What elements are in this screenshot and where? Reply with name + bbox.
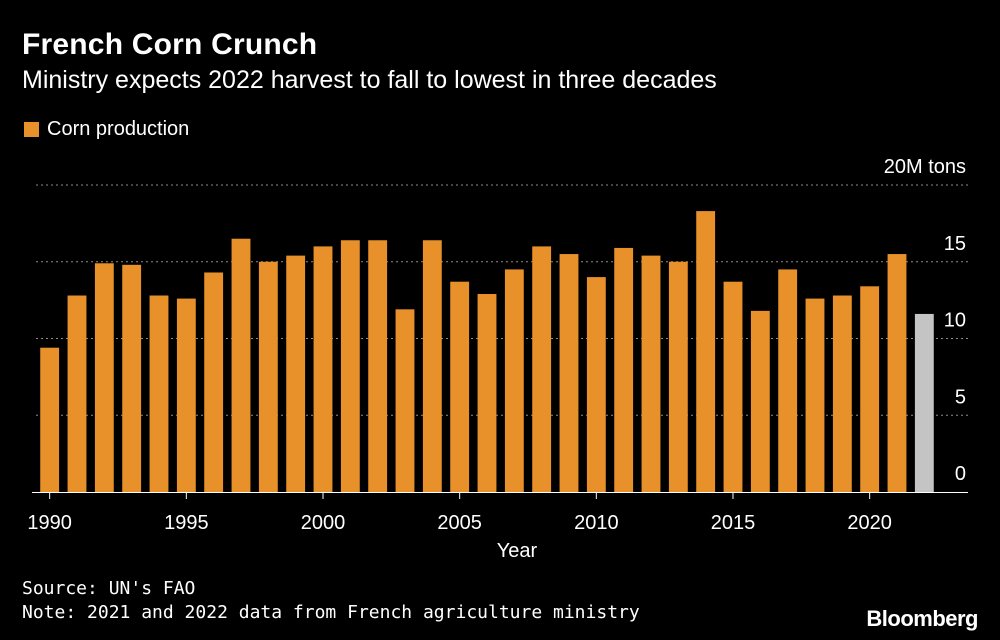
bar-1994 (149, 295, 169, 492)
note-text: Note: 2021 and 2022 data from French agr… (22, 602, 640, 623)
x-tick-label: 2020 (847, 512, 892, 534)
chart-legend: Corn production (24, 118, 189, 141)
bar-2013 (668, 261, 688, 492)
bar-2012 (641, 255, 661, 492)
bar-2020 (860, 286, 880, 492)
x-tick-label: 1990 (27, 512, 72, 534)
legend-swatch (24, 122, 39, 137)
y-tick-label: 5 (955, 386, 966, 408)
y-tick-label: 10 (944, 310, 966, 332)
bar-1996 (204, 272, 224, 492)
bar-2010 (586, 277, 606, 492)
bar-1993 (122, 264, 142, 492)
bar-2008 (532, 246, 552, 492)
bar-2018 (805, 298, 825, 492)
bar-2002 (368, 240, 388, 492)
source-text: Source: UN's FAO (22, 578, 196, 599)
bar-2021 (887, 254, 907, 492)
bar-2011 (614, 247, 634, 492)
bloomberg-logo: Bloomberg (866, 606, 978, 631)
bar-1998 (258, 261, 278, 492)
bar-2014 (696, 211, 716, 492)
chart-subtitle: Ministry expects 2022 harvest to fall to… (22, 66, 717, 94)
bar-2007 (504, 269, 524, 492)
chart-title: French Corn Crunch (22, 28, 318, 61)
bar-2016 (750, 310, 770, 492)
bar-2004 (422, 240, 442, 492)
bar-1990 (40, 347, 60, 492)
bar-2019 (832, 295, 852, 492)
x-tick-label: 2000 (301, 512, 346, 534)
x-axis-title: Year (497, 540, 538, 562)
y-tick-label: 20M tons (884, 156, 966, 178)
x-tick-label: 2005 (437, 512, 482, 534)
x-tick-label: 1995 (164, 512, 209, 534)
bar-2017 (778, 269, 798, 492)
bar-2006 (477, 293, 497, 492)
bar-2015 (723, 281, 743, 492)
bar-2009 (559, 254, 579, 492)
bar-2003 (395, 309, 415, 492)
bar-2022 (914, 313, 934, 492)
bar-2001 (340, 240, 360, 492)
x-tick-label: 2015 (711, 512, 756, 534)
x-tick-label: 2010 (574, 512, 619, 534)
bar-2005 (450, 281, 470, 492)
bar-1991 (67, 295, 87, 492)
y-tick-label: 15 (944, 233, 966, 255)
bar-1999 (286, 255, 306, 492)
bar-1995 (176, 298, 196, 492)
bar-2000 (313, 246, 333, 492)
y-tick-label: 0 (955, 463, 966, 485)
bar-1997 (231, 238, 251, 492)
legend-label: Corn production (47, 118, 190, 140)
bar-1992 (94, 263, 114, 492)
